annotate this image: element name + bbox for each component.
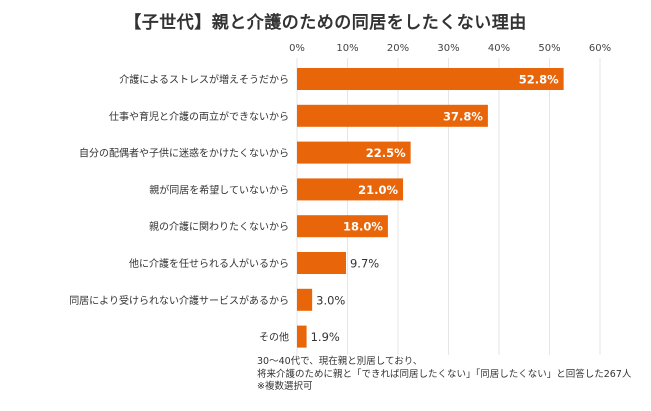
bar bbox=[297, 288, 313, 311]
category-label: 仕事や育児と介護の両立ができないから bbox=[109, 110, 289, 123]
x-tick-label: 0% bbox=[289, 43, 305, 54]
x-tick-label: 20% bbox=[387, 43, 409, 54]
chart-note: 30～40代で、現在親と別居しており、 将来介護のために親と「できれば同居したく… bbox=[257, 356, 631, 394]
category-label: その他 bbox=[259, 331, 289, 344]
x-tick-label: 50% bbox=[538, 43, 560, 54]
value-label: 22.5% bbox=[366, 146, 406, 160]
bar bbox=[297, 141, 411, 164]
value-label: 21.0% bbox=[358, 183, 398, 197]
x-tick-label: 40% bbox=[488, 43, 510, 54]
note-line: 将来介護のために親と「できれば同居したくない」「同居したくない」と回答した267… bbox=[257, 368, 632, 380]
chart-title: 【子世代】親と介護のための同居をしたくない理由 bbox=[124, 13, 527, 33]
value-label: 3.0% bbox=[316, 293, 345, 307]
bar bbox=[297, 252, 346, 274]
category-label: 他に介護を任せられる人がいるから bbox=[129, 257, 289, 270]
note-line: ※複数選択可 bbox=[257, 381, 313, 392]
bar bbox=[297, 325, 307, 348]
value-label: 1.9% bbox=[311, 330, 340, 344]
category-label: 自分の配偶者や子供に迷惑をかけたくないから bbox=[79, 147, 289, 160]
category-label: 同居により受けられない介護サービスがあるから bbox=[69, 294, 289, 307]
x-tick-label: 60% bbox=[589, 43, 611, 54]
category-label: 親が同居を希望していないから bbox=[149, 183, 289, 196]
value-label: 52.8% bbox=[519, 73, 559, 87]
bar bbox=[297, 104, 488, 127]
x-tick-label: 10% bbox=[336, 43, 358, 54]
bar bbox=[297, 178, 404, 201]
bar bbox=[297, 68, 564, 90]
x-tick-label: 30% bbox=[437, 43, 459, 54]
category-label: 介護によるストレスが増えそうだから bbox=[119, 73, 289, 86]
value-label: 18.0% bbox=[343, 220, 383, 234]
note-line: 30～40代で、現在親と別居しており、 bbox=[257, 356, 423, 367]
bar bbox=[297, 215, 388, 238]
value-label: 9.7% bbox=[350, 257, 379, 271]
value-label: 37.8% bbox=[443, 109, 483, 123]
category-label: 親の介護に関わりたくないから bbox=[149, 220, 289, 233]
